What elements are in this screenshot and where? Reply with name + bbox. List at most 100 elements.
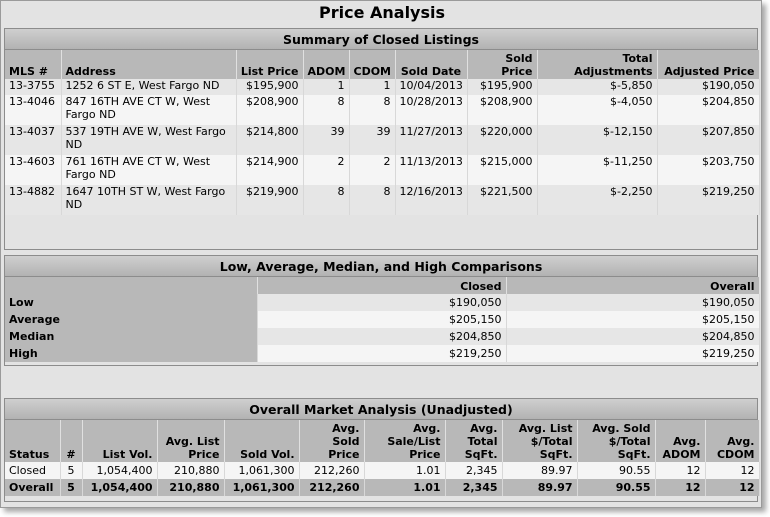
avg-list-per-sqft: 89.97 (502, 462, 578, 479)
avg-total-sqft: 2,345 (445, 462, 503, 479)
market-title: Overall Market Analysis (Unadjusted) (5, 399, 757, 420)
sold-price: $221,500 (467, 185, 538, 215)
col-avg-sold-per-sqft: Avg. Sold $/Total SqFt. (577, 420, 656, 462)
total-adjustments: $-11,250 (537, 155, 658, 185)
total-adjustments: $-4,050 (537, 95, 658, 125)
row-label: Average (5, 311, 258, 328)
mls-number: 13-4037 (5, 125, 62, 155)
table-row: 13-4603 761 16TH AVE CT W, West Fargo ND… (5, 155, 760, 185)
mls-number: 13-4603 (5, 155, 62, 185)
avg-cdom: 12 (705, 462, 760, 479)
market-table: Status # List Vol. Avg. List Price Sold … (5, 420, 760, 496)
sold-date: 11/13/2013 (395, 155, 468, 185)
row-label: Low (5, 294, 258, 311)
address: 537 19TH AVE W, West Fargo ND (61, 125, 237, 155)
avg-sold-price: 212,260 (299, 462, 365, 479)
total-row: Overall 5 1,054,400 210,880 1,061,300 21… (5, 479, 760, 496)
comparisons-section: Low, Average, Median, and High Compariso… (4, 255, 760, 366)
count: 5 (60, 462, 83, 479)
col-sold-vol: Sold Vol. (224, 420, 300, 462)
address: 761 16TH AVE CT W, West Fargo ND (61, 155, 237, 185)
adjusted-price: $190,050 (657, 79, 760, 95)
avg-total-sqft: 2,345 (445, 479, 503, 496)
table-row: Average $205,150 $205,150 (5, 311, 760, 328)
adom: 2 (303, 155, 350, 185)
page-title: Price Analysis (318, 3, 446, 22)
col-list-vol: List Vol. (82, 420, 158, 462)
col-avg-cdom: Avg. CDOM (705, 420, 760, 462)
sold-price: $215,000 (467, 155, 538, 185)
table-row: Median $204,850 $204,850 (5, 328, 760, 345)
table-row: 13-3755 1252 6 ST E, West Fargo ND $195,… (5, 79, 760, 95)
avg-sold-price: 212,260 (299, 479, 365, 496)
cdom: 8 (349, 95, 396, 125)
overall-value: $190,050 (506, 294, 760, 311)
total-adjustments: $-2,250 (537, 185, 658, 215)
cdom: 39 (349, 125, 396, 155)
sold-date: 12/16/2013 (395, 185, 468, 215)
mls-number: 13-4046 (5, 95, 62, 125)
sold-price: $195,900 (467, 79, 538, 95)
table-row: High $219,250 $219,250 (5, 345, 760, 362)
sold-date: 11/27/2013 (395, 125, 468, 155)
adjusted-price: $207,850 (657, 125, 760, 155)
col-avg-list-per-sqft: Avg. List $/Total SqFt. (502, 420, 578, 462)
count: 5 (60, 479, 83, 496)
total-adjustments: $-5,850 (537, 79, 658, 95)
adom: 8 (303, 185, 350, 215)
cdom: 1 (349, 79, 396, 95)
adjusted-price: $203,750 (657, 155, 760, 185)
overall-value: $204,850 (506, 328, 760, 345)
list-price: $208,900 (236, 95, 304, 125)
table-row: 13-4882 1647 10TH ST W, West Fargo ND $2… (5, 185, 760, 215)
col-avg-total-sqft: Avg. Total SqFt. (445, 420, 503, 462)
avg-sold-per-sqft: 90.55 (577, 462, 656, 479)
adjusted-price: $204,850 (657, 95, 760, 125)
col-avg-adom: Avg. ADOM (655, 420, 706, 462)
cdom: 8 (349, 185, 396, 215)
col-count: # (60, 420, 83, 462)
comparisons-table: Closed Overall Low $190,050 $190,050 Ave… (5, 277, 760, 362)
status: Closed (5, 462, 61, 479)
col-avg-list-price: Avg. List Price (157, 420, 225, 462)
row-label: Median (5, 328, 258, 345)
summary-section: Summary of Closed Listings MLS # Address… (4, 28, 760, 250)
market-section: Overall Market Analysis (Unadjusted) Sta… (4, 398, 760, 502)
avg-list-price: 210,880 (157, 462, 225, 479)
cdom: 2 (349, 155, 396, 185)
address: 847 16TH AVE CT W, West Fargo ND (61, 95, 237, 125)
avg-sold-per-sqft: 90.55 (577, 479, 656, 496)
row-label: High (5, 345, 258, 362)
list-price: $195,900 (236, 79, 304, 95)
adom: 39 (303, 125, 350, 155)
summary-title: Summary of Closed Listings (5, 29, 757, 50)
sold-price: $220,000 (467, 125, 538, 155)
report-frame: Price Analysis Summary of Closed Listing… (0, 0, 762, 508)
table-row: 13-4037 537 19TH AVE W, West Fargo ND $2… (5, 125, 760, 155)
col-avg-sale-list: Avg. Sale/List Price (364, 420, 446, 462)
address: 1252 6 ST E, West Fargo ND (61, 79, 237, 95)
col-label (5, 277, 258, 294)
table-row: Low $190,050 $190,050 (5, 294, 760, 311)
sold-vol: 1,061,300 (224, 462, 300, 479)
sold-date: 10/28/2013 (395, 95, 468, 125)
col-sold-date: Sold Date (395, 50, 468, 79)
list-vol: 1,054,400 (82, 479, 158, 496)
avg-adom: 12 (655, 479, 706, 496)
adom: 1 (303, 79, 350, 95)
total-adjustments: $-12,150 (537, 125, 658, 155)
col-overall: Overall (506, 277, 760, 294)
list-vol: 1,054,400 (82, 462, 158, 479)
avg-sale-list: 1.01 (364, 479, 446, 496)
sold-price: $208,900 (467, 95, 538, 125)
closed-value: $204,850 (257, 328, 507, 345)
sold-vol: 1,061,300 (224, 479, 300, 496)
col-sold-price: Sold Price (467, 50, 538, 79)
table-row: 13-4046 847 16TH AVE CT W, West Fargo ND… (5, 95, 760, 125)
avg-list-per-sqft: 89.97 (502, 479, 578, 496)
col-mls: MLS # (5, 50, 62, 79)
status: Overall (5, 479, 61, 496)
list-price: $219,900 (236, 185, 304, 215)
avg-list-price: 210,880 (157, 479, 225, 496)
sold-date: 10/04/2013 (395, 79, 468, 95)
